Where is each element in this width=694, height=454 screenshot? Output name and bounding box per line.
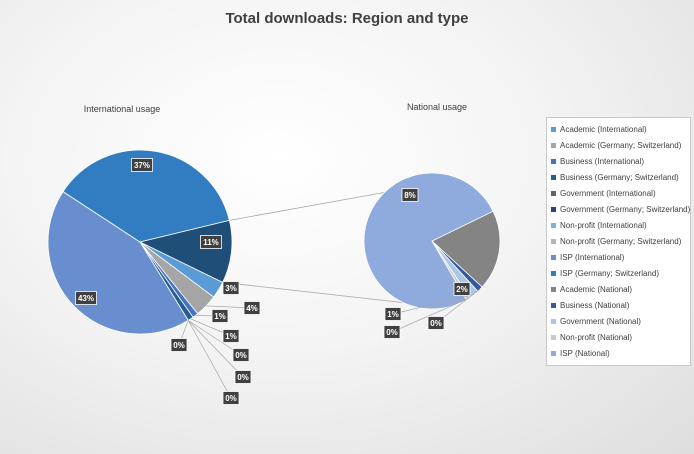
legend-item: Non-profit (Germany; Switzerland) (551, 234, 681, 248)
legend-swatch (551, 239, 556, 244)
legend-label: Non-profit (International) (560, 221, 647, 230)
legend-swatch (551, 351, 556, 356)
legend-label: ISP (Germany; Switzerland) (560, 269, 659, 278)
data-label: 1% (214, 312, 226, 321)
connector-line (223, 282, 404, 302)
legend-label: Government (International) (560, 189, 656, 198)
legend-swatch (551, 335, 556, 340)
legend-swatch (551, 159, 556, 164)
legend-swatch (551, 191, 556, 196)
legend-label: Business (National) (560, 301, 629, 310)
data-label: 1% (225, 332, 237, 341)
data-label: 0% (237, 373, 249, 382)
legend-swatch (551, 319, 556, 324)
legend-swatch (551, 271, 556, 276)
legend-swatch (551, 287, 556, 292)
legend-item: ISP (International) (551, 250, 624, 264)
chart-title: Total downloads: Region and type (225, 10, 468, 27)
chart-legend: Academic (International) Academic (Germa… (546, 117, 691, 366)
data-label: 0% (430, 319, 442, 328)
data-label: 0% (225, 394, 237, 403)
legend-label: Business (Germany; Switzerland) (560, 173, 679, 182)
data-label: 0% (235, 351, 247, 360)
legend-label: ISP (International) (560, 253, 624, 262)
data-label: 1% (387, 310, 399, 319)
data-label: 43% (78, 294, 94, 303)
data-label: 8% (404, 191, 416, 200)
data-label: 37% (134, 161, 150, 170)
legend-item: Business (International) (551, 154, 644, 168)
legend-label: Government (Germany; Switzerland) (560, 205, 690, 214)
legend-swatch (551, 303, 556, 308)
legend-label: Academic (Germany; Switzerland) (560, 141, 681, 150)
legend-item: Government (National) (551, 314, 641, 328)
legend-label: Academic (National) (560, 285, 632, 294)
legend-item: ISP (Germany; Switzerland) (551, 266, 659, 280)
national-pie-title: National usage (407, 102, 467, 112)
legend-label: ISP (National) (560, 349, 610, 358)
legend-item: Business (Germany; Switzerland) (551, 170, 679, 184)
data-label: 3% (225, 284, 237, 293)
data-label: 2% (456, 285, 468, 294)
legend-label: Non-profit (National) (560, 333, 632, 342)
legend-swatch (551, 223, 556, 228)
legend-swatch (551, 207, 556, 212)
legend-item: Academic (Germany; Switzerland) (551, 138, 681, 152)
legend-label: Non-profit (Germany; Switzerland) (560, 237, 681, 246)
legend-item: Academic (National) (551, 282, 632, 296)
legend-swatch (551, 175, 556, 180)
legend-item: Business (National) (551, 298, 629, 312)
legend-item: Non-profit (National) (551, 330, 632, 344)
data-label: 4% (246, 304, 258, 313)
legend-item: Non-profit (International) (551, 218, 647, 232)
legend-item: Government (International) (551, 186, 656, 200)
legend-item: Government (Germany; Switzerland) (551, 202, 690, 216)
legend-item: Academic (International) (551, 122, 647, 136)
national-pie (364, 173, 500, 309)
legend-label: Government (National) (560, 317, 641, 326)
data-label: 0% (386, 328, 398, 337)
legend-label: Academic (International) (560, 125, 647, 134)
data-label: 11% (203, 238, 219, 247)
legend-item: ISP (National) (551, 346, 610, 360)
legend-swatch (551, 255, 556, 260)
international-pie-title: International usage (84, 104, 161, 114)
legend-swatch (551, 143, 556, 148)
legend-swatch (551, 127, 556, 132)
data-label: 0% (173, 341, 185, 350)
legend-label: Business (International) (560, 157, 644, 166)
